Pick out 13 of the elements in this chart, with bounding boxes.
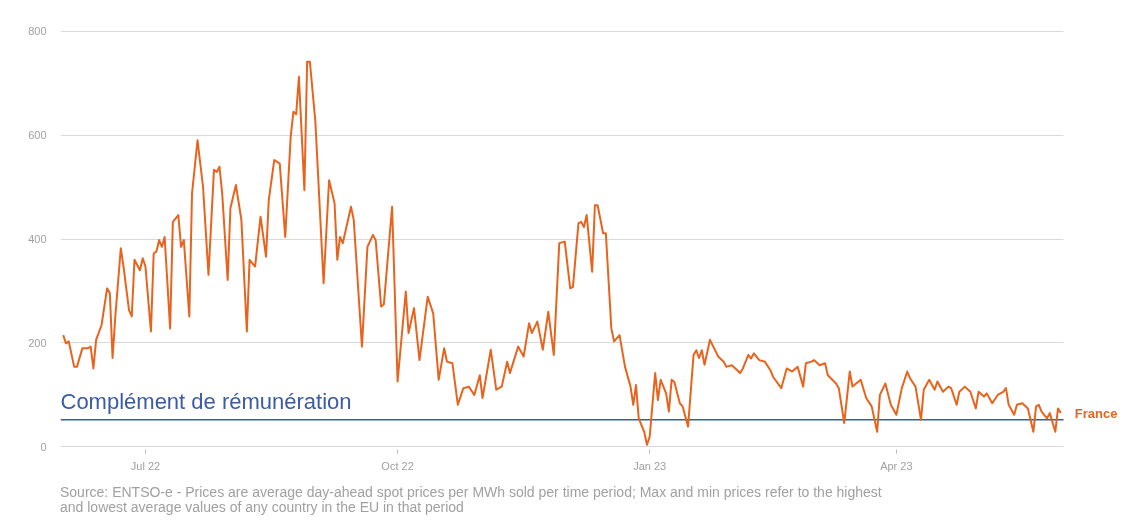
line-series [62,60,1062,446]
y-tick-label: 600 [28,129,47,142]
x-tick-label: Jan 23 [633,459,667,472]
y-tick-label: 800 [28,25,47,38]
y-tick-label: 0 [40,440,47,453]
ref-line-label: Complément de rémunération [60,388,352,414]
x-tick-label: Apr 23 [880,459,913,472]
series-label: France [1074,405,1118,421]
source-note: Source: ENTSO-e - Prices are average day-ahead spot prices per MWh sold per time period; Max and min prices refer to the highest and lowest average values of any country in the EU in that period [60,484,883,515]
x-tick-label: Oct 22 [381,459,414,472]
y-tick-label: 200 [28,336,47,349]
x-tick-label: Jul 22 [130,459,161,472]
y-tick-label: 400 [28,233,47,245]
